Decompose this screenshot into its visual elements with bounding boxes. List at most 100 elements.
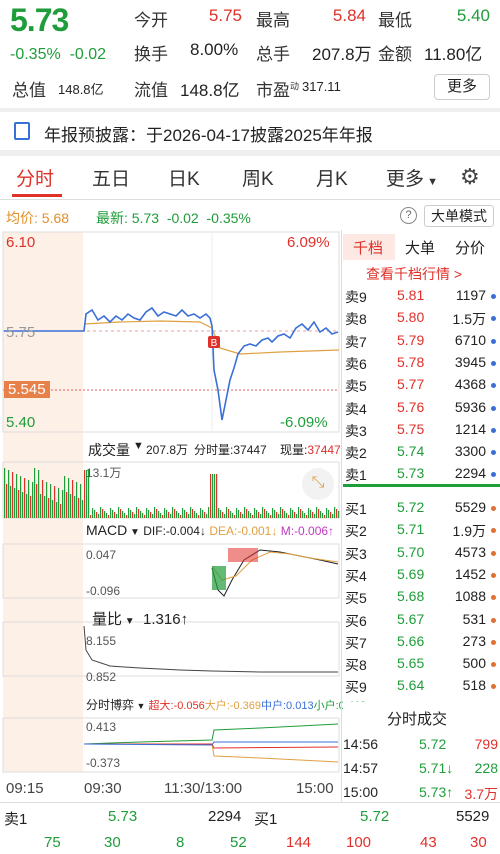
volume-bar — [248, 511, 250, 518]
spread-divider — [343, 484, 500, 487]
level-dot — [491, 405, 496, 411]
orderbook-row[interactable]: 卖2 5.74 3300 — [343, 440, 500, 462]
stat-sup: 动 — [290, 81, 300, 92]
intraday-chart[interactable]: B — [0, 230, 342, 800]
tab-rik[interactable]: 日K — [168, 169, 200, 190]
macd-axis-bottom: -0.096 — [86, 584, 121, 598]
volume-bar — [34, 468, 36, 518]
volume-bar — [286, 513, 288, 518]
orderbook-row[interactable]: 买8 5.65 500 — [343, 652, 500, 674]
volume-bar — [232, 513, 234, 518]
level-name: 买1 — [345, 501, 367, 517]
level-name: 卖2 — [345, 445, 367, 462]
volume-bar — [82, 500, 84, 518]
level-name: 卖8 — [345, 311, 367, 328]
macd-header[interactable]: MACD ▼ DIF:-0.004↓ DEA:-0.001↓ M:-0.006↑ — [86, 522, 335, 538]
level-dot — [491, 383, 496, 389]
stat-value: 148.8亿 — [180, 81, 240, 100]
orderbook-row[interactable]: 买7 5.66 273 — [343, 630, 500, 652]
volume-header[interactable]: 成交量 ▼ 207.8万 分时量:37447 现量:37447 — [0, 436, 342, 460]
volume-bar — [172, 507, 174, 518]
volume-bar — [258, 512, 260, 518]
volume-bar — [222, 512, 224, 518]
volume-bar — [4, 468, 6, 518]
orderbook-row[interactable]: 买5 5.68 1088 — [343, 585, 500, 607]
level-dot — [491, 506, 496, 511]
trade-time: 15:00 — [343, 784, 379, 800]
tab-qiandang[interactable]: 千档 — [353, 240, 384, 257]
volume-bar — [52, 500, 54, 518]
level-volume: 3945 — [454, 353, 486, 370]
footer-number: 144 — [286, 834, 312, 851]
annual-report-notice[interactable]: 年报预披露：于2026-04-17披露2025年年报 — [0, 112, 500, 150]
volume-bar — [210, 474, 212, 518]
tab-yuek[interactable]: 月K — [316, 169, 348, 190]
orderbook-row[interactable]: 卖6 5.78 3945 — [343, 351, 500, 373]
gear-icon[interactable]: ⚙ — [460, 164, 480, 189]
volume-bar — [150, 512, 152, 518]
volume-bar — [306, 515, 308, 518]
volume-bar — [50, 484, 52, 518]
orderbook-row[interactable]: 买3 5.70 4573 — [343, 541, 500, 563]
tab-wuri[interactable]: 五日 — [92, 169, 131, 190]
volume-bar — [256, 510, 258, 518]
level-dot — [491, 550, 496, 556]
boyi-header[interactable]: 分时博弈 ▼ 超大:-0.056大户:-0.369中户:0.013小户:0.41… — [86, 698, 367, 712]
orderbook-row[interactable]: 买2 5.71 1.9万 — [343, 518, 500, 540]
orderbook-row[interactable]: 卖5 5.77 4368 — [343, 373, 500, 395]
volume-bar — [144, 515, 146, 518]
volume-bar — [332, 514, 334, 518]
tab-fenjia[interactable]: 分价 — [455, 240, 486, 257]
volume-bar — [134, 514, 136, 518]
orderbook-row[interactable]: 卖7 5.79 6710 — [343, 329, 500, 351]
zhonghu-line — [83, 741, 338, 746]
volume-bar — [296, 514, 298, 518]
volume-bar — [122, 511, 124, 518]
orderbook-row[interactable]: 卖4 5.76 5936 — [343, 396, 500, 418]
orderbook-row[interactable]: 卖9 5.81 1197 — [343, 284, 500, 306]
level-price: 5.71 — [397, 521, 425, 538]
boyi-axis-top: 0.413 — [86, 720, 117, 734]
stat-label: 金额 — [378, 45, 412, 64]
volume-bar — [188, 514, 190, 518]
volume-bar — [212, 474, 214, 518]
tab-more[interactable]: 更多 ▼ — [386, 169, 438, 190]
axis-pct-low: -6.09% — [280, 414, 328, 431]
orderbook-row[interactable]: 卖1 5.73 2294 — [343, 462, 500, 484]
volume-bar — [314, 514, 316, 518]
liangbi-header[interactable]: 量比 ▼ 1.316↑ — [92, 611, 189, 628]
footer-sell1-label: 卖1 — [4, 811, 28, 828]
volume-axis-top: 13.1万 — [86, 466, 122, 480]
volume-bar — [260, 514, 262, 518]
volume-bar — [242, 514, 244, 518]
orderbook-row[interactable]: 卖8 5.80 1.5万 — [343, 306, 500, 328]
tab-fenshi[interactable]: 分时 — [16, 169, 55, 190]
orderbook-row[interactable]: 买4 5.69 1452 — [343, 563, 500, 585]
volume-bar — [90, 515, 92, 518]
stat-label: 流值 — [134, 81, 168, 100]
volume-bar — [292, 510, 294, 518]
volume-bar — [146, 508, 148, 518]
boyi-axis-bottom: -0.373 — [86, 756, 121, 770]
orderbook-row[interactable]: 买9 5.64 518 — [343, 674, 500, 696]
volume-bar — [66, 492, 68, 518]
level-volume: 5529 — [454, 499, 486, 515]
fen-volume: 分时量:37447 — [194, 443, 267, 457]
volume-bar — [324, 515, 326, 518]
level-volume: 1214 — [454, 420, 486, 437]
volume-bar — [24, 478, 26, 518]
expand-icon[interactable]: ⤡ — [302, 468, 334, 500]
trade-row: 15:00 5.73↑ 3.7万 — [343, 782, 500, 804]
orderbook-row[interactable]: 卖3 5.75 1214 — [343, 418, 500, 440]
footer-number: 8 — [176, 834, 185, 851]
view-qiandang-link[interactable]: 查看千档行情 > — [366, 266, 463, 282]
big-order-mode-button[interactable]: 大单模式 — [424, 205, 494, 227]
macd-red-bars — [228, 548, 258, 562]
tab-zhouk[interactable]: 周K — [242, 169, 274, 190]
tab-dadan[interactable]: 大单 — [405, 240, 436, 257]
more-stats-button[interactable]: 更多 — [434, 74, 490, 100]
orderbook-row[interactable]: 买1 5.72 5529 — [343, 496, 500, 518]
orderbook-row[interactable]: 买6 5.67 531 — [343, 608, 500, 630]
level-volume: 273 — [462, 632, 486, 649]
help-icon[interactable]: ? — [400, 207, 417, 224]
